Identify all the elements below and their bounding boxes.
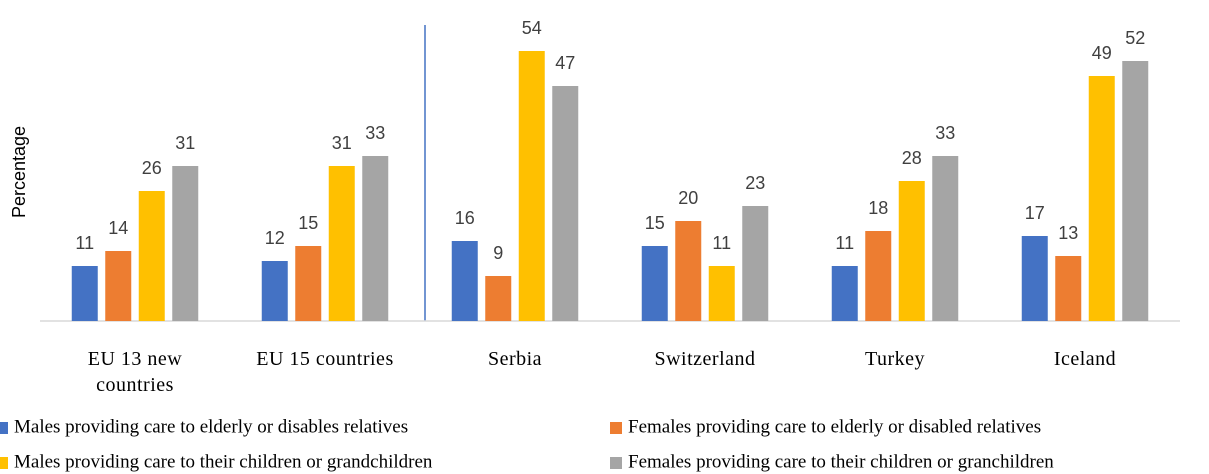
bar xyxy=(1088,76,1115,321)
legend-swatch xyxy=(0,457,8,469)
data-label: 54 xyxy=(522,18,542,38)
legend-swatch xyxy=(610,422,622,434)
bar xyxy=(172,166,199,321)
data-label: 11 xyxy=(835,233,854,253)
bar xyxy=(261,261,288,321)
data-label: 9 xyxy=(493,243,503,263)
bar xyxy=(1122,61,1149,321)
data-label: 23 xyxy=(745,173,765,193)
bar xyxy=(865,231,892,321)
x-tick-label: EU 13 new countries xyxy=(87,348,183,396)
legend-swatch xyxy=(0,422,8,434)
x-tick-label: EU 15 countries xyxy=(256,348,394,370)
data-label: 26 xyxy=(142,158,162,178)
bar xyxy=(1021,236,1048,321)
data-label: 17 xyxy=(1025,203,1045,223)
x-tick-label: Turkey xyxy=(864,348,926,370)
data-label: 15 xyxy=(298,213,318,233)
bar xyxy=(742,206,769,321)
data-label: 31 xyxy=(175,133,195,153)
data-label: 11 xyxy=(712,233,731,253)
x-tick-label: Serbia xyxy=(487,348,543,370)
bar xyxy=(485,276,512,321)
bar xyxy=(1055,256,1082,321)
bar xyxy=(675,221,702,321)
bar xyxy=(138,191,165,321)
data-label: 13 xyxy=(1058,223,1078,243)
bar xyxy=(451,241,478,321)
bar xyxy=(328,166,355,321)
bar xyxy=(831,266,858,321)
bar xyxy=(362,156,389,321)
bar xyxy=(641,246,668,321)
x-tick-label: Switzerland xyxy=(654,348,756,370)
bar xyxy=(71,266,98,321)
bar xyxy=(932,156,959,321)
data-label: 18 xyxy=(868,198,888,218)
bar xyxy=(552,86,579,321)
bar xyxy=(708,266,735,321)
data-label: 49 xyxy=(1092,43,1112,63)
bar xyxy=(105,251,132,321)
bar xyxy=(295,246,322,321)
data-label: 12 xyxy=(265,228,285,248)
data-label: 28 xyxy=(902,148,922,168)
legend-label: Females providing care to their children… xyxy=(628,451,1054,472)
legend-label: Females providing care to elderly or dis… xyxy=(628,416,1041,437)
bar xyxy=(898,181,925,321)
data-label: 52 xyxy=(1125,28,1145,48)
data-label: 20 xyxy=(678,188,698,208)
data-label: 11 xyxy=(75,233,94,253)
bar xyxy=(518,51,545,321)
x-tick-label: Iceland xyxy=(1053,348,1117,370)
data-label: 31 xyxy=(332,133,352,153)
data-label: 14 xyxy=(108,218,128,238)
legend-label: Males providing care to elderly or disab… xyxy=(14,416,408,437)
data-label: 47 xyxy=(555,53,575,73)
data-label: 15 xyxy=(645,213,665,233)
legend-label: Males providing care to their children o… xyxy=(14,451,433,472)
data-label: 16 xyxy=(455,208,475,228)
data-label: 33 xyxy=(365,123,385,143)
data-label: 33 xyxy=(935,123,955,143)
legend-swatch xyxy=(610,457,622,469)
y-axis-label: Percentage xyxy=(9,126,29,218)
